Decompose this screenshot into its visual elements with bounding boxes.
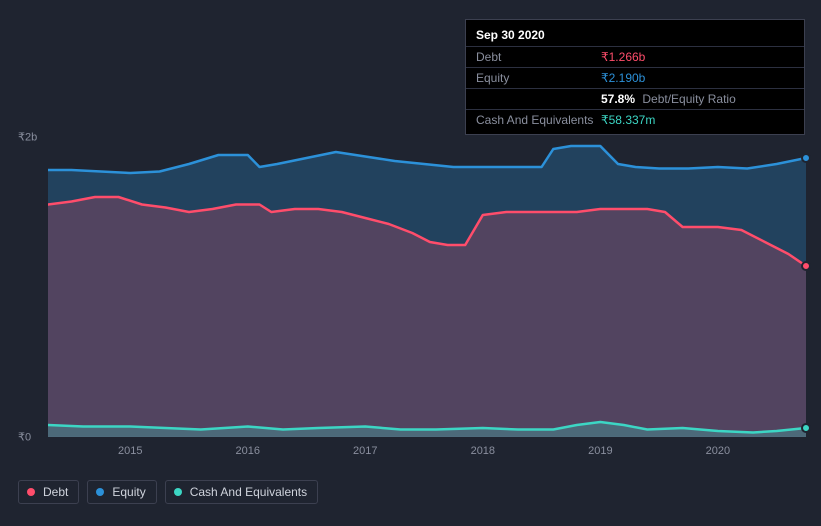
chart-plot-area[interactable] — [48, 137, 806, 437]
legend-item-debt[interactable]: Debt — [18, 480, 79, 504]
legend-dot-icon — [96, 488, 104, 496]
legend-label: Cash And Equivalents — [190, 485, 307, 499]
x-axis-label: 2015 — [118, 445, 142, 457]
x-axis-label: 2016 — [236, 445, 260, 457]
legend-label: Debt — [43, 485, 68, 499]
series-end-dot-icon — [801, 423, 811, 433]
series-end-dot-icon — [801, 261, 811, 271]
tooltip-label: Debt — [476, 50, 601, 64]
x-axis-label: 2020 — [706, 445, 730, 457]
debt-equity-chart: 2015 2016 2017 2018 2019 2020 ₹2b ₹0 — [18, 117, 806, 467]
x-axis-label: 2017 — [353, 445, 377, 457]
x-axis-label: 2019 — [588, 445, 612, 457]
tooltip-row-debt: Debt ₹1.266b — [466, 46, 804, 67]
tooltip-label: Equity — [476, 71, 601, 85]
tooltip-ratio-pct: 57.8% — [601, 92, 635, 106]
legend-dot-icon — [174, 488, 182, 496]
legend-item-equity[interactable]: Equity — [87, 480, 156, 504]
x-axis-labels: 2015 2016 2017 2018 2019 2020 — [48, 445, 806, 465]
tooltip-value: ₹1.266b — [601, 50, 645, 64]
tooltip-row-equity: Equity ₹2.190b — [466, 67, 804, 88]
legend-label: Equity — [112, 485, 145, 499]
tooltip-ratio-label: Debt/Equity Ratio — [642, 92, 735, 106]
x-axis-label: 2018 — [471, 445, 495, 457]
chart-legend: Debt Equity Cash And Equivalents — [18, 480, 318, 504]
tooltip-value: ₹2.190b — [601, 71, 645, 85]
legend-item-cash[interactable]: Cash And Equivalents — [165, 480, 318, 504]
legend-dot-icon — [27, 488, 35, 496]
chart-container: Sep 30 2020 Debt ₹1.266b Equity ₹2.190b … — [0, 0, 821, 526]
tooltip-row-ratio: 57.8% Debt/Equity Ratio — [466, 88, 804, 109]
series-end-dot-icon — [801, 153, 811, 163]
tooltip-label — [476, 92, 601, 106]
tooltip-ratio: 57.8% Debt/Equity Ratio — [601, 92, 736, 106]
y-axis-label: ₹2b — [18, 131, 37, 144]
y-axis-label: ₹0 — [18, 431, 31, 444]
tooltip-date: Sep 30 2020 — [466, 24, 804, 46]
